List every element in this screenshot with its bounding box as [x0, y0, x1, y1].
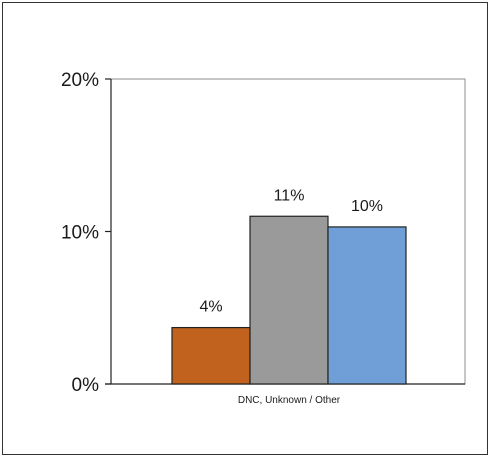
y-tick-label: 20%	[61, 70, 99, 91]
y-tick-label: 0%	[72, 375, 100, 396]
plot-area: 0% 10% 20% 4% 11% 10% DNC, Unknown / Other	[61, 70, 466, 406]
data-label: 4%	[199, 299, 222, 316]
y-tick-label: 10%	[61, 223, 99, 244]
data-label: 10%	[351, 198, 383, 215]
chart-frame: 0% 10% 20% 4% 11% 10% DNC, Unknown / Other	[2, 2, 488, 455]
bar	[327, 226, 407, 385]
x-category-label: DNC, Unknown / Other	[238, 395, 341, 406]
bar	[249, 215, 329, 385]
bar-chart: 0% 10% 20% 4% 11% 10% DNC, Unknown / Other	[61, 70, 466, 406]
bar	[171, 326, 251, 385]
data-label: 11%	[274, 187, 305, 204]
